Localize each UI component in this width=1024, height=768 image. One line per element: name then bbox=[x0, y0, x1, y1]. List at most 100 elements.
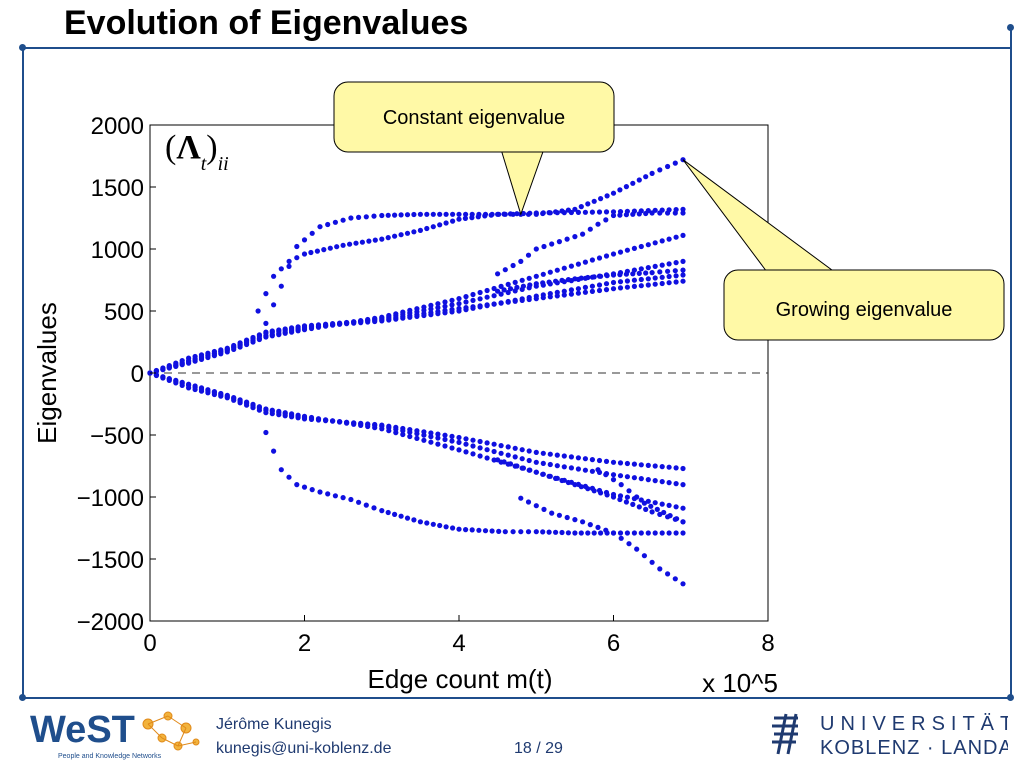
data-point bbox=[491, 293, 497, 299]
data-point bbox=[407, 307, 413, 313]
data-point bbox=[630, 271, 636, 277]
data-point bbox=[672, 576, 678, 582]
data-point bbox=[224, 392, 230, 398]
data-point bbox=[591, 198, 597, 204]
data-point bbox=[327, 245, 333, 251]
data-point bbox=[294, 255, 300, 261]
data-point bbox=[580, 231, 586, 237]
data-point bbox=[393, 311, 399, 317]
data-point bbox=[617, 272, 623, 278]
frame-dot-bottom-right bbox=[1007, 694, 1014, 701]
data-point bbox=[385, 235, 391, 241]
data-point bbox=[666, 236, 672, 242]
data-point bbox=[160, 367, 166, 373]
data-point bbox=[166, 376, 172, 382]
data-point bbox=[237, 344, 243, 350]
data-point bbox=[595, 524, 601, 530]
data-point bbox=[398, 212, 404, 218]
data-point bbox=[526, 275, 532, 281]
data-point bbox=[575, 286, 582, 292]
data-point bbox=[556, 239, 563, 245]
data-point bbox=[645, 462, 651, 468]
data-point bbox=[198, 385, 205, 391]
data-point bbox=[282, 330, 288, 336]
data-point bbox=[407, 433, 413, 440]
data-point bbox=[540, 529, 546, 535]
callout-box bbox=[723, 269, 1005, 341]
data-point bbox=[470, 451, 476, 457]
data-point bbox=[443, 211, 449, 217]
data-point bbox=[286, 474, 292, 480]
data-point bbox=[430, 224, 436, 230]
data-point bbox=[348, 215, 354, 221]
data-point bbox=[231, 346, 237, 352]
data-point bbox=[449, 302, 455, 308]
data-point bbox=[654, 506, 660, 512]
data-point bbox=[334, 244, 340, 250]
data-point bbox=[624, 460, 631, 467]
data-point bbox=[498, 443, 504, 449]
data-point bbox=[269, 407, 275, 413]
frame-dot-bottom-left bbox=[19, 694, 26, 701]
data-point bbox=[414, 313, 420, 319]
data-point bbox=[477, 304, 483, 310]
data-point bbox=[428, 439, 434, 445]
data-point bbox=[572, 530, 578, 536]
data-point bbox=[192, 383, 198, 389]
data-point bbox=[652, 281, 658, 287]
data-point bbox=[463, 436, 469, 442]
data-point bbox=[659, 274, 665, 280]
data-point bbox=[638, 462, 644, 468]
data-point bbox=[603, 527, 609, 533]
data-point bbox=[575, 261, 582, 267]
data-point bbox=[553, 529, 559, 535]
data-point bbox=[638, 476, 644, 482]
data-point bbox=[372, 237, 378, 243]
data-point bbox=[680, 258, 686, 264]
data-point bbox=[665, 210, 671, 216]
data-point bbox=[578, 530, 584, 536]
data-point bbox=[263, 406, 269, 412]
data-point bbox=[456, 439, 462, 445]
data-point bbox=[680, 206, 686, 212]
data-point bbox=[498, 283, 504, 289]
data-point bbox=[482, 211, 489, 217]
data-point bbox=[623, 499, 630, 505]
y-tick-label: 1000 bbox=[91, 237, 144, 264]
data-point bbox=[623, 184, 630, 190]
data-point bbox=[507, 461, 514, 467]
data-point bbox=[645, 265, 651, 271]
data-point bbox=[437, 522, 443, 529]
data-point bbox=[501, 287, 507, 293]
data-point bbox=[565, 479, 572, 486]
data-point bbox=[323, 323, 329, 329]
data-point bbox=[443, 524, 449, 530]
x-axis-multiplier: x 10^5 bbox=[702, 668, 778, 698]
data-point bbox=[512, 297, 518, 303]
data-point bbox=[598, 273, 604, 279]
callout-text: Growing eigenvalue bbox=[776, 299, 953, 321]
data-point bbox=[568, 287, 575, 293]
data-point bbox=[317, 224, 323, 230]
data-point bbox=[526, 448, 532, 454]
data-point bbox=[641, 553, 648, 559]
data-point bbox=[301, 237, 308, 243]
data-point bbox=[417, 211, 423, 217]
top-frame-line bbox=[22, 47, 1012, 49]
data-point bbox=[631, 475, 638, 481]
data-point bbox=[211, 353, 217, 359]
data-point bbox=[630, 180, 636, 186]
data-point bbox=[372, 315, 378, 321]
data-point bbox=[463, 441, 469, 447]
data-point bbox=[450, 218, 456, 224]
data-point bbox=[617, 473, 624, 479]
right-frame-line bbox=[1010, 27, 1012, 697]
data-point bbox=[386, 312, 392, 319]
west-logo: WeST People and Knowledge Networks bbox=[28, 706, 208, 767]
data-point bbox=[166, 365, 172, 371]
callout-box bbox=[333, 81, 615, 153]
data-point bbox=[519, 277, 525, 283]
data-point bbox=[470, 437, 476, 443]
data-point bbox=[205, 354, 211, 361]
data-point bbox=[672, 210, 678, 216]
